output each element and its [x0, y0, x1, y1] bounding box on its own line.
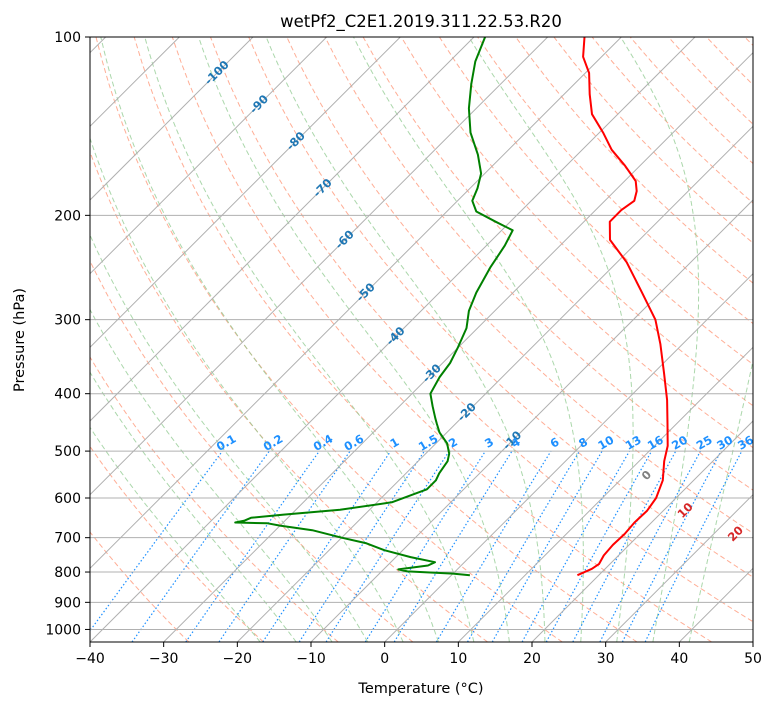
- isotherm-line: [90, 37, 622, 570]
- y-tick-label: 900: [54, 595, 81, 611]
- dry-adiabat-line: [90, 445, 264, 642]
- moist-adiabat-line: [620, 37, 700, 642]
- dry-adiabat-line: [95, 37, 563, 642]
- dry-adiabat-line: [400, 37, 753, 407]
- x-tick-label: 10: [449, 651, 467, 667]
- dry-adiabat-line: [248, 37, 753, 578]
- mixing-ratio-label: 30: [714, 433, 735, 453]
- mixing-ratio-line: [644, 450, 743, 642]
- x-tick-label: −30: [149, 651, 179, 667]
- moist-adiabat-line: [688, 358, 753, 642]
- x-tick-label: 30: [597, 651, 615, 667]
- mixing-ratio-lines: [90, 450, 743, 642]
- y-tick-label: 600: [54, 491, 81, 507]
- mixing-ratio-line: [218, 450, 351, 642]
- moist-adiabat-line: [144, 37, 475, 642]
- dry-adiabat-line: [210, 37, 753, 623]
- dry-adiabat-line: [171, 37, 712, 642]
- mixing-ratio-line: [621, 450, 722, 642]
- isotherm-line: [163, 51, 753, 642]
- isotherm-line: [90, 37, 328, 275]
- y-tick-label: 1000: [45, 622, 81, 638]
- mixing-ratio-line: [262, 450, 392, 642]
- mixing-ratio-line: [599, 450, 702, 642]
- x-tick-label: −10: [296, 651, 326, 667]
- mixing-ratio-line: [90, 450, 223, 632]
- temperature-profile-line: [576, 37, 669, 577]
- isotherm-line: [605, 493, 753, 642]
- isotherm-line: [310, 199, 753, 642]
- y-tick-label: 800: [54, 565, 81, 581]
- dry-adiabat-line: [515, 37, 753, 284]
- mixing-ratio-line: [325, 450, 450, 642]
- moist-adiabat-line: [90, 426, 261, 642]
- mixing-ratio-line: [364, 450, 486, 642]
- plot-area: -100-90-80-70-60-50-40-30-20-100.1 0.2 0.4…: [90, 37, 756, 642]
- y-axis-label: Pressure (hPa): [12, 288, 28, 392]
- mixing-ratio-label: 25: [694, 433, 715, 453]
- y-tick-label: 500: [54, 444, 81, 460]
- profile-series: [234, 37, 669, 577]
- y-tick-label: 100: [54, 30, 81, 46]
- moist-adiabat-line: [468, 37, 634, 642]
- mixing-ratio-line: [572, 450, 677, 642]
- x-tick-label: 0: [380, 651, 389, 667]
- moist-adiabat-line: [90, 308, 333, 642]
- y-tick-label: 200: [54, 208, 81, 224]
- isotherm-line: [90, 37, 401, 349]
- mixing-ratio-label: 16: [645, 433, 666, 453]
- moist-adiabat-line: [90, 233, 369, 642]
- x-tick-label: −20: [223, 651, 253, 667]
- y-tick-label: 700: [54, 531, 81, 547]
- dry-adiabat-line: [133, 37, 638, 642]
- isotherm-line: [90, 37, 696, 642]
- y-axis-ticks: 100 200 300 400 500 600 700 800 900 1000: [45, 30, 90, 638]
- isotherm-line: [90, 37, 549, 496]
- x-tick-label: 50: [744, 651, 762, 667]
- y-tick-label: 300: [54, 313, 81, 329]
- y-tick-label: 400: [54, 387, 81, 403]
- isotherm-line: [384, 272, 753, 642]
- mixing-ratio-label: 20: [669, 433, 690, 453]
- mixing-ratio-label: 13: [623, 433, 644, 453]
- chart-title: wetPf2_C2E1.2019.311.22.53.R20: [280, 12, 562, 32]
- x-tick-label: 20: [523, 651, 541, 667]
- dry-adiabat-line: [90, 356, 339, 642]
- isotherm-line: [90, 37, 254, 201]
- dry-adiabat-line: [90, 150, 488, 642]
- mixing-ratio-line: [521, 450, 631, 642]
- x-axis-label: Temperature (°C): [357, 681, 483, 697]
- x-tick-label: 40: [670, 651, 688, 667]
- diagram-labels: -100-90-80-70-60-50-40-30-20-100.1 0.2 0.4…: [202, 58, 756, 545]
- mixing-ratio-line: [545, 450, 653, 642]
- dewpoint-profile-line: [234, 37, 514, 577]
- dry-adiabat-line: [90, 531, 190, 642]
- x-tick-label: −40: [75, 651, 105, 667]
- isotherm-line: [90, 37, 475, 422]
- moist-adiabat-line: [265, 37, 546, 642]
- mixing-ratio-label: 10: [595, 433, 616, 453]
- moist-adiabat-line: [198, 37, 510, 642]
- mixing-ratio-line: [466, 450, 580, 642]
- isotherm-line: [457, 346, 753, 642]
- mixing-ratio-line: [298, 450, 425, 642]
- moist-adiabat-line: [90, 136, 404, 642]
- x-axis-ticks: −40 −30 −20 −10 0 10 20 30 40 50: [75, 642, 762, 667]
- isotherm-line: [531, 420, 753, 642]
- dry-adiabat-line: [324, 37, 753, 491]
- mixing-ratio-line: [435, 450, 552, 642]
- plot-frame: [89, 36, 754, 643]
- isotherm-lines: [90, 37, 753, 642]
- moist-adiabat-line: [100, 37, 439, 642]
- dry-adiabats: [90, 37, 753, 642]
- dry-adiabat-line: [438, 37, 753, 366]
- mixing-ratio-label: 36: [735, 433, 756, 453]
- isotherm-line: [236, 125, 753, 642]
